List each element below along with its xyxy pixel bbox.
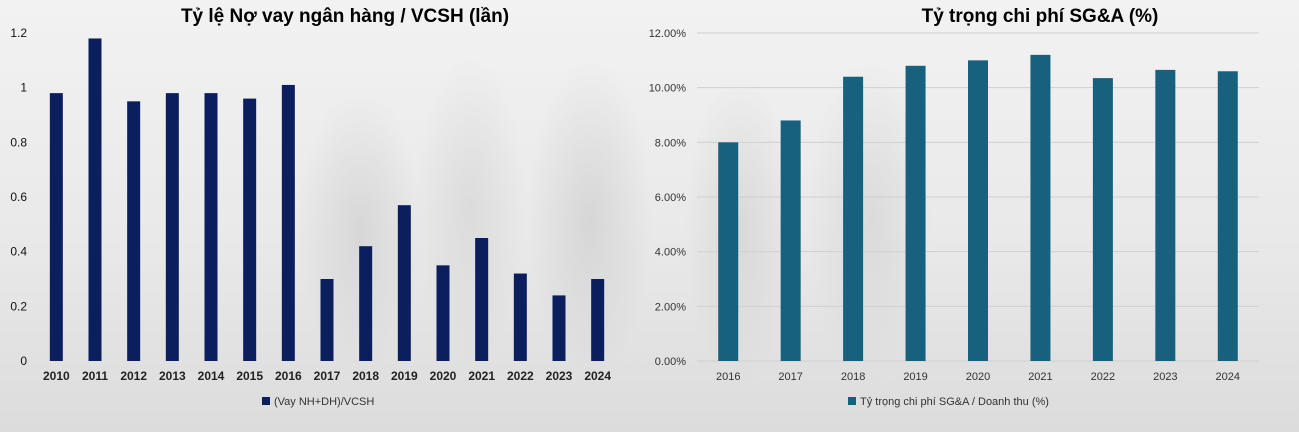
debt-equity-bar-2023: [552, 295, 566, 361]
sga-ratio-xtick-label: 2023: [1153, 371, 1177, 383]
sga-ratio-ytick-label: 2.00%: [655, 301, 686, 313]
debt-equity-xtick-label: 2013: [159, 369, 186, 383]
debt-equity-bar-2014: [204, 93, 218, 361]
sga-ratio-ytick-label: 6.00%: [655, 192, 686, 204]
debt-equity-legend-swatch: [262, 397, 270, 405]
debt-equity-xtick-label: 2019: [391, 369, 418, 383]
sga-ratio-ytick-label: 10.00%: [649, 83, 687, 95]
sga-ratio-legend-swatch: [848, 397, 856, 405]
sga-ratio-xtick-label: 2021: [1028, 371, 1052, 383]
sga-ratio-bar-2018: [843, 76, 864, 361]
debt-equity-bar-2015: [243, 98, 257, 361]
debt-equity-ytick-label: 1: [20, 81, 27, 95]
debt-equity-bar-2017: [320, 279, 334, 361]
debt-equity-ytick-label: 0.2: [10, 299, 27, 313]
sga-ratio-xtick-label: 2020: [966, 371, 990, 383]
debt-equity-xtick-label: 2023: [546, 369, 573, 383]
sga-ratio-xtick-label: 2022: [1091, 371, 1115, 383]
debt-equity-bar-2016: [281, 84, 295, 361]
debt-equity-xtick-label: 2020: [430, 369, 457, 383]
debt-equity-bar-2019: [397, 205, 411, 361]
debt-equity-bar-2012: [127, 101, 141, 361]
debt-equity-bar-2018: [359, 246, 373, 361]
debt-equity-ytick-label: 1.2: [10, 26, 27, 40]
debt-equity-chart: Tỷ lệ Nợ vay ngân hàng / VCSH (lần) 0 0.2…: [10, 6, 611, 408]
debt-equity-bar-2010: [49, 93, 63, 361]
sga-ratio-bar-2016: [718, 142, 739, 361]
debt-equity-bar-2022: [513, 273, 527, 361]
debt-equity-xtick-label: 2021: [468, 369, 495, 383]
debt-equity-bar-2013: [165, 93, 179, 361]
debt-equity-bar-2021: [475, 238, 489, 361]
sga-ratio-chart: Tỷ trọng chi phí SG&A (%) 0.00% 2.00% 4.00…: [649, 6, 1259, 408]
debt-equity-bar-2020: [436, 265, 450, 361]
sga-ratio-bar-2017: [780, 120, 801, 361]
sga-ratio-ytick-label: 4.00%: [655, 247, 686, 259]
debt-equity-xtick-label: 2014: [198, 369, 225, 383]
debt-equity-ytick-label: 0.4: [10, 245, 27, 259]
sga-ratio-bar-2023: [1155, 69, 1176, 362]
sga-ratio-ytick-label: 8.00%: [655, 137, 686, 149]
debt-equity-xtick-label: 2017: [314, 369, 341, 383]
sga-ratio-xtick-label: 2024: [1216, 371, 1240, 383]
sga-ratio-title: Tỷ trọng chi phí SG&A (%): [922, 6, 1159, 27]
sga-ratio-bar-2022: [1092, 78, 1113, 361]
debt-equity-xtick-label: 2016: [275, 369, 302, 383]
debt-equity-ytick-label: 0.6: [10, 190, 27, 204]
debt-equity-ytick-label: 0: [20, 354, 27, 368]
sga-ratio-xtick-label: 2017: [778, 371, 802, 383]
debt-equity-xtick-label: 2018: [352, 369, 379, 383]
debt-equity-title: Tỷ lệ Nợ vay ngân hàng / VCSH (lần): [181, 6, 509, 27]
debt-equity-xtick-label: 2011: [82, 369, 108, 383]
sga-ratio-bar-2019: [905, 65, 926, 362]
debt-equity-xtick-label: 2012: [120, 369, 147, 383]
sga-ratio-xtick-label: 2019: [903, 371, 927, 383]
debt-equity-xtick-label: 2010: [43, 369, 70, 383]
debt-equity-xtick-label: 2015: [236, 369, 263, 383]
sga-ratio-bar-2021: [1030, 54, 1051, 361]
debt-equity-bar-2024: [591, 279, 605, 361]
sga-ratio-legend-label: Tỷ trọng chi phí SG&A / Doanh thu (%): [860, 396, 1049, 408]
debt-equity-bar-2011: [88, 38, 102, 361]
sga-ratio-bar-2020: [968, 60, 988, 361]
debt-equity-ytick-label: 0.8: [10, 135, 27, 149]
debt-equity-legend-label: (Vay NH+DH)/VCSH: [274, 396, 374, 408]
debt-equity-xtick-label: 2024: [584, 369, 611, 383]
sga-ratio-ytick-label: 12.00%: [649, 28, 687, 40]
debt-equity-xtick-label: 2022: [507, 369, 534, 383]
sga-ratio-xtick-label: 2016: [716, 371, 740, 383]
sga-ratio-ytick-label: 0.00%: [655, 356, 686, 368]
sga-ratio-xtick-label: 2018: [841, 371, 865, 383]
sga-ratio-bar-2024: [1217, 71, 1238, 362]
